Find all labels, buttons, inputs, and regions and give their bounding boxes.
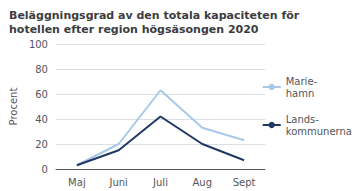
svg-text:Procent: Procent [8,88,19,126]
svg-text:hamn: hamn [286,88,315,99]
svg-text:100: 100 [29,39,48,50]
svg-text:Marie-: Marie- [286,76,318,87]
svg-text:Aug: Aug [193,177,213,188]
svg-text:Beläggningsgrad av den totala: Beläggningsgrad av den totala kapacitete… [9,9,300,22]
svg-text:80: 80 [35,64,48,75]
svg-text:60: 60 [35,89,48,100]
svg-text:Juli: Juli [152,177,168,188]
svg-text:Sept: Sept [233,177,256,188]
svg-text:Lands-: Lands- [286,114,320,125]
svg-text:Maj: Maj [68,177,86,188]
svg-text:hotellen efter region högsäson: hotellen efter region högsäsongen 2020 [9,23,259,36]
svg-text:40: 40 [35,114,48,125]
svg-text:20: 20 [35,139,48,150]
svg-text:0: 0 [42,164,48,175]
svg-text:Juni: Juni [108,177,127,188]
svg-text:kommunerna: kommunerna [286,126,352,137]
